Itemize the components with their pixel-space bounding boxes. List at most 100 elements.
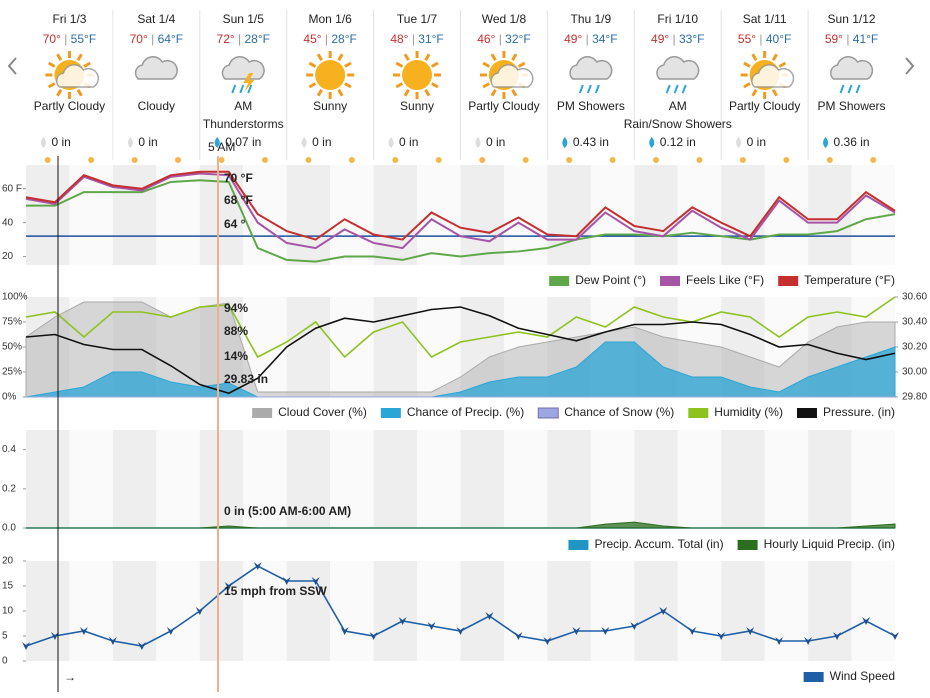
day-label: Sun 1/5 (223, 12, 265, 26)
legend-swatch (568, 540, 589, 550)
line (25, 296, 896, 359)
night-band (547, 561, 591, 661)
wind-arrow (891, 632, 899, 640)
y2-tick-label: 30.00 (902, 367, 927, 378)
night-band (26, 165, 70, 265)
y-tick-label: 0.2 (2, 483, 16, 494)
night-band (721, 430, 765, 528)
night-band (286, 165, 331, 265)
sun-ray (337, 88, 344, 97)
night-band (199, 561, 244, 661)
wind-arrow (688, 627, 697, 635)
night-band (286, 561, 331, 661)
legend-label: Chance of Snow (%) (564, 405, 674, 419)
night-band (460, 430, 504, 528)
day-label: Sat 1/11 (743, 12, 787, 26)
temps: 70° | 55°F (43, 32, 96, 46)
sun-dot (870, 157, 877, 163)
low: 28°F (331, 32, 356, 46)
night-band (721, 561, 765, 661)
precip: 0 in (399, 135, 418, 149)
drop (388, 137, 394, 148)
sun-dot (305, 157, 312, 163)
low: 33°F (679, 32, 704, 46)
sun-dot (131, 157, 138, 163)
y-tick-label: 0 (2, 656, 8, 667)
night-band (26, 561, 70, 661)
y2-tick-label: 29.80 (902, 392, 927, 403)
precip: 0 in (747, 135, 766, 149)
night-band (373, 561, 418, 661)
rain (673, 84, 679, 94)
night-band (634, 430, 678, 528)
sun-dot (566, 157, 573, 163)
wind-arrow (311, 577, 320, 585)
sun-ray (308, 82, 317, 89)
night-band (330, 165, 374, 265)
low: 34°F (592, 32, 617, 46)
wind-arrow (572, 627, 581, 635)
wind-arrow (456, 627, 465, 635)
wind-arrow (166, 627, 175, 635)
annotation: 68 °F (224, 193, 253, 207)
next-arrow[interactable] (905, 57, 915, 75)
temps: 55° | 40°F (738, 32, 791, 46)
sun-dot (435, 157, 442, 163)
sun-ray (395, 82, 404, 89)
sun-dot (261, 157, 268, 163)
y-tick-label: 75% (2, 317, 22, 328)
rain (594, 84, 600, 94)
rain (239, 84, 245, 94)
legend-label: Pressure. (in) (823, 405, 895, 419)
prev-arrow[interactable] (7, 57, 17, 75)
cloud (829, 56, 874, 80)
legend-swatch (803, 672, 824, 682)
night-band (156, 430, 200, 528)
night-band (243, 561, 287, 661)
precip: 0 in (51, 135, 70, 149)
sun-dot (739, 157, 746, 163)
night-band (156, 561, 200, 661)
high: 49° (564, 32, 582, 46)
drop (301, 137, 307, 148)
condition: PM Showers (557, 99, 625, 113)
rain (665, 84, 671, 94)
legend-swatch (796, 408, 817, 418)
sun-ray (76, 53, 83, 62)
annotation: 70 °F (224, 171, 253, 185)
night-band (764, 165, 809, 265)
night-band (26, 430, 70, 528)
sun-ray (316, 88, 323, 97)
wind-arrow (543, 637, 552, 645)
temps: 48° | 31°F (390, 32, 443, 46)
cloud (569, 56, 613, 80)
annotation: 15 mph from SSW (224, 584, 327, 598)
sun-ray (482, 61, 490, 68)
y-tick-label: 10 (2, 606, 14, 617)
high: 49° (651, 32, 669, 46)
annotation: 29.83 in (224, 372, 268, 386)
temps: 45° | 28°F (303, 32, 356, 46)
cloud (55, 64, 100, 88)
night-band (851, 561, 895, 661)
night-band (112, 430, 157, 528)
night-band (243, 165, 287, 265)
wind-arrow (369, 632, 378, 640)
precip: 0.36 in (834, 135, 870, 149)
night-band (417, 561, 461, 661)
sun-ray (743, 82, 751, 89)
cloud (134, 56, 178, 80)
night-band (286, 430, 331, 528)
day-label: Sun 1/12 (828, 12, 876, 26)
wind-arrow (50, 632, 59, 640)
wind-arrow (601, 627, 610, 635)
sun-dot (88, 157, 95, 163)
high: 59° (825, 32, 843, 46)
night-band (69, 430, 113, 528)
high: 45° (303, 32, 321, 46)
sun-ray (751, 53, 758, 62)
wind-arrow (224, 582, 233, 590)
low: 55°F (71, 32, 96, 46)
night-band (503, 561, 548, 661)
